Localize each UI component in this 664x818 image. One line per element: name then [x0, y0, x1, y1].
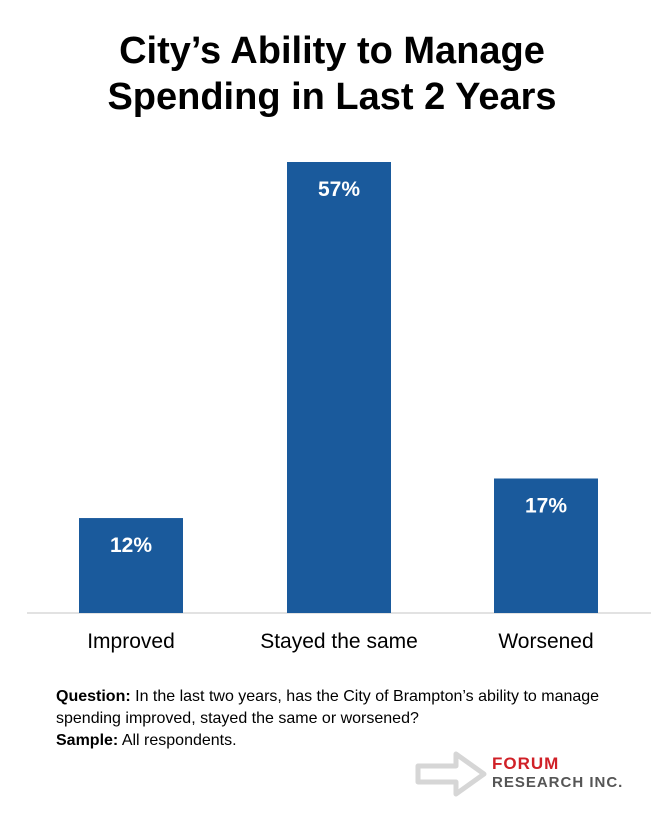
bar-chart: 12% Improved 57% Stayed the same 17% Worsened [27, 162, 651, 653]
chart-title: City’s Ability to Manage Spending in Las… [0, 28, 664, 120]
bar-stayed-the-same [287, 162, 391, 613]
forum-research-logo: FORUM RESEARCH INC. [412, 748, 652, 804]
data-label: 57% [318, 178, 360, 201]
logo-line2: RESEARCH INC. [492, 774, 624, 791]
category-label: Worsened [498, 630, 593, 653]
category-label: Stayed the same [260, 630, 418, 653]
question-text: In the last two years, has the City of B… [56, 688, 600, 727]
logo-line1: FORUM [492, 754, 560, 773]
sample-label: Sample: [56, 732, 119, 749]
chart-title-line2: Spending in Last 2 Years [107, 76, 557, 118]
chart-title-line1: City’s Ability to Manage [119, 30, 545, 72]
data-label: 17% [525, 494, 567, 517]
bar-worsened [494, 478, 598, 613]
data-label: 12% [110, 534, 152, 557]
bar-improved [79, 518, 183, 613]
arrow-outline-icon [415, 751, 487, 797]
sample-text: All respondents. [118, 732, 237, 749]
question-label: Question: [56, 688, 131, 705]
category-label: Improved [87, 630, 175, 653]
question-note: Question: In the last two years, has the… [56, 686, 636, 752]
